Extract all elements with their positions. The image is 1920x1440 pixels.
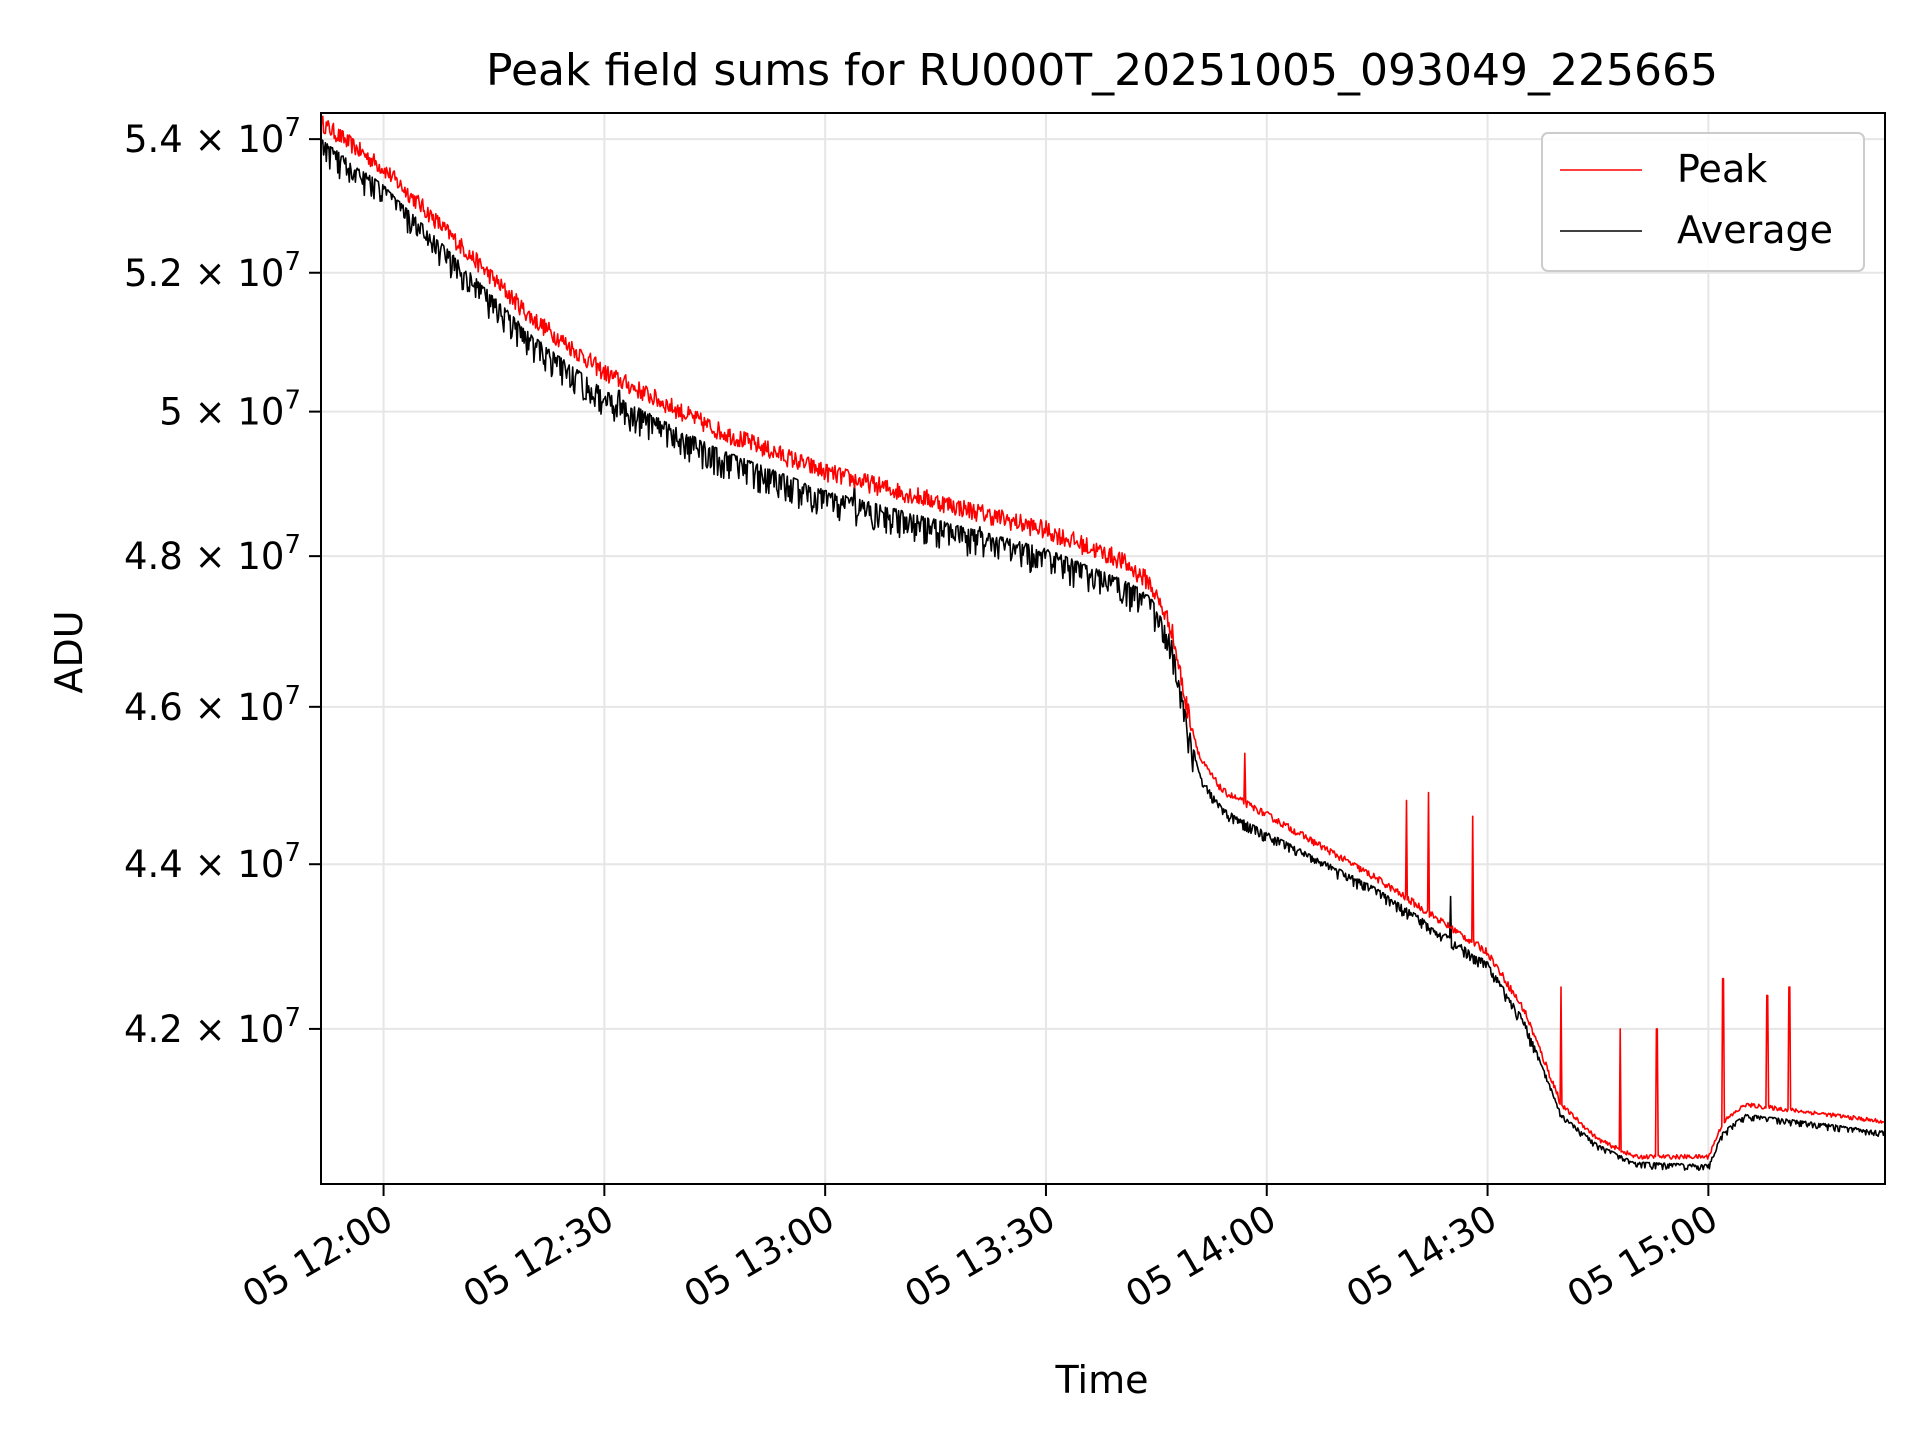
y-tick-label: 5.4 × 107 [124, 113, 301, 161]
y-axis-label: ADU [47, 610, 91, 693]
series-group [320, 115, 1886, 1171]
y-tick-label: 4.8 × 107 [124, 530, 301, 578]
plot-frame [320, 112, 1886, 1185]
y-tick-label: 4.4 × 107 [124, 838, 301, 886]
peak-series-line [320, 115, 1885, 1160]
y-tick-times: × 10 [183, 535, 285, 578]
y-tick-mantissa: 4.2 [124, 1008, 183, 1051]
y-tick-times: × 10 [183, 1008, 285, 1051]
y-tick-exponent: 7 [284, 247, 301, 277]
y-tick-label: 4.6 × 107 [124, 681, 301, 729]
y-tick-times: × 10 [183, 843, 285, 886]
y-tick-times: × 10 [183, 686, 285, 729]
legend-box [1541, 132, 1865, 272]
y-tick-mantissa: 5 [159, 391, 183, 434]
chart-title: Peak field sums for RU000T_20251005_0930… [486, 45, 1718, 96]
average-series-line [320, 139, 1886, 1171]
y-tick-mantissa: 4.8 [124, 535, 183, 578]
legend: Peak Average [1541, 132, 1865, 272]
y-tick-exponent: 7 [284, 1003, 301, 1033]
y-tick-label: 4.2 × 107 [124, 1003, 301, 1051]
y-tick-exponent: 7 [284, 838, 301, 868]
y-tick-mantissa: 4.6 [124, 686, 183, 729]
legend-average-label: Average [1677, 208, 1833, 252]
y-tick-mantissa: 4.4 [124, 843, 183, 886]
y-tick-label: 5.2 × 107 [124, 247, 301, 295]
y-tick-times: × 10 [183, 391, 285, 434]
y-tick-times: × 10 [183, 252, 285, 295]
y-tick-exponent: 7 [284, 530, 301, 560]
y-tick-exponent: 7 [284, 681, 301, 711]
y-tick-mantissa: 5.2 [124, 252, 183, 295]
y-tick-exponent: 7 [284, 113, 301, 143]
y-tick-mantissa: 5.4 [124, 118, 183, 161]
legend-peak-label: Peak [1677, 147, 1767, 191]
y-tick-exponent: 7 [284, 386, 301, 416]
x-axis-label: Time [1055, 1358, 1149, 1402]
y-tick-label: 5 × 107 [159, 386, 301, 434]
y-tick-times: × 10 [183, 118, 285, 161]
